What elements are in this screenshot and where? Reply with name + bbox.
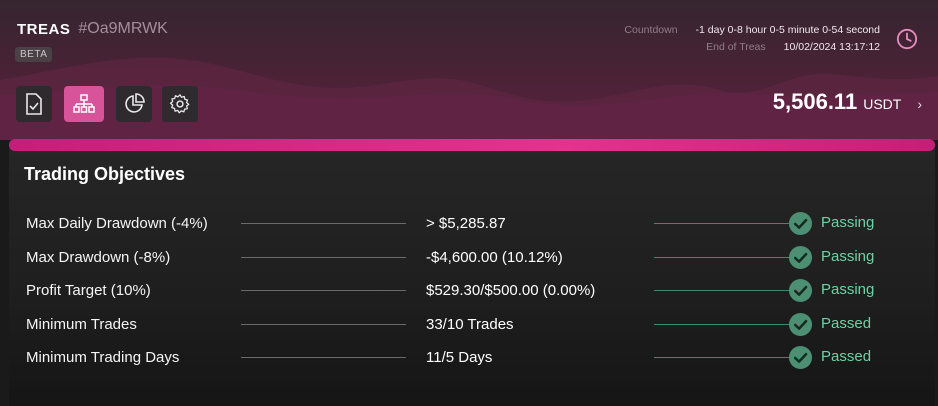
- row-status-line: [654, 290, 799, 291]
- document-check-icon: [26, 93, 42, 115]
- objective-value: > $5,285.87: [426, 215, 506, 232]
- pie-chart-icon: [125, 93, 145, 113]
- row-divider: [241, 323, 406, 325]
- document-check-button[interactable]: [16, 86, 52, 122]
- objective-label: Minimum Trades: [26, 315, 137, 333]
- objective-row: Max Drawdown (-8%) -$4,600.00 (10.12%) Pas…: [9, 242, 935, 275]
- objective-status: Passing: [821, 281, 875, 298]
- objective-status: Passing: [821, 214, 875, 231]
- hierarchy-button[interactable]: [64, 86, 104, 122]
- objective-value: $529.30/$500.00 (0.00%): [426, 282, 596, 299]
- objective-label: Profit Target (10%): [26, 282, 151, 299]
- row-status-line: [654, 357, 799, 358]
- row-status-line: [654, 323, 799, 325]
- objective-row: Profit Target (10%) $529.30/$500.00 (0.00…: [9, 275, 935, 308]
- brand: TREAS #Oa9MRWK: [17, 20, 168, 38]
- trading-objectives-panel: Trading Objectives Max Daily Drawdown (-…: [9, 144, 935, 406]
- clock-icon[interactable]: [896, 28, 918, 50]
- countdown-label: Countdown: [624, 24, 678, 36]
- toolbar: [16, 86, 198, 122]
- beta-badge: BETA: [15, 47, 53, 62]
- objective-label: Max Drawdown (-8%): [26, 248, 171, 266]
- balance-button[interactable]: 5,506.11 USDT ›: [773, 89, 922, 115]
- row-divider: [241, 223, 406, 224]
- check-circle-icon: [788, 278, 813, 303]
- chevron-right-icon: ›: [917, 96, 922, 112]
- panel-title: Trading Objectives: [24, 164, 186, 184]
- progress-bar: [9, 139, 935, 151]
- check-circle-icon: [788, 245, 813, 269]
- objective-row: Minimum Trades 33/10 Trades Passed: [9, 309, 935, 342]
- header-mountain-graphic: [0, 57, 938, 140]
- check-circle-icon: [788, 345, 813, 370]
- gear-button[interactable]: [162, 86, 198, 122]
- objective-row: Max Daily Drawdown (-4%) > $5,285.87 Passi…: [9, 208, 935, 241]
- account-id: #Oa9MRWK: [78, 20, 168, 37]
- hierarchy-icon: [73, 94, 95, 113]
- objective-label: Max Daily Drawdown (-4%): [26, 215, 208, 232]
- account-header: TREAS #Oa9MRWK BETA Countdown -1 day 0-8…: [0, 0, 938, 140]
- objective-value: 11/5 Days: [426, 349, 493, 366]
- check-circle-icon: [788, 312, 813, 336]
- countdown-block: Countdown -1 day 0-8 hour 0-5 minute 0-5…: [624, 24, 880, 58]
- objective-status: Passed: [821, 314, 872, 332]
- objective-status: Passing: [821, 247, 875, 265]
- check-circle-icon: [788, 211, 813, 236]
- row-status-line: [654, 256, 799, 258]
- objective-label: Minimum Trading Days: [26, 349, 180, 366]
- row-divider: [241, 290, 406, 291]
- brand-name: TREAS: [17, 20, 71, 38]
- pie-chart-button[interactable]: [116, 86, 152, 122]
- countdown-value: -1 day 0-8 hour 0-5 minute 0-54 second: [695, 24, 880, 36]
- row-divider: [241, 256, 406, 258]
- row-divider: [241, 357, 406, 358]
- objective-value: 33/10 Trades: [426, 315, 514, 333]
- objective-status: Passed: [821, 348, 872, 365]
- balance-unit: USDT: [863, 96, 902, 112]
- end-value: 10/02/2024 13:17:12: [783, 41, 880, 53]
- objective-value: -$4,600.00 (10.12%): [426, 248, 563, 266]
- row-status-line: [654, 223, 799, 224]
- objective-row: Minimum Trading Days 11/5 Days Passed: [9, 342, 935, 375]
- gear-icon: [169, 94, 190, 114]
- end-label: End of Treas: [706, 41, 766, 53]
- progress-fill: [9, 139, 935, 151]
- balance-amount: 5,506.11: [772, 89, 858, 114]
